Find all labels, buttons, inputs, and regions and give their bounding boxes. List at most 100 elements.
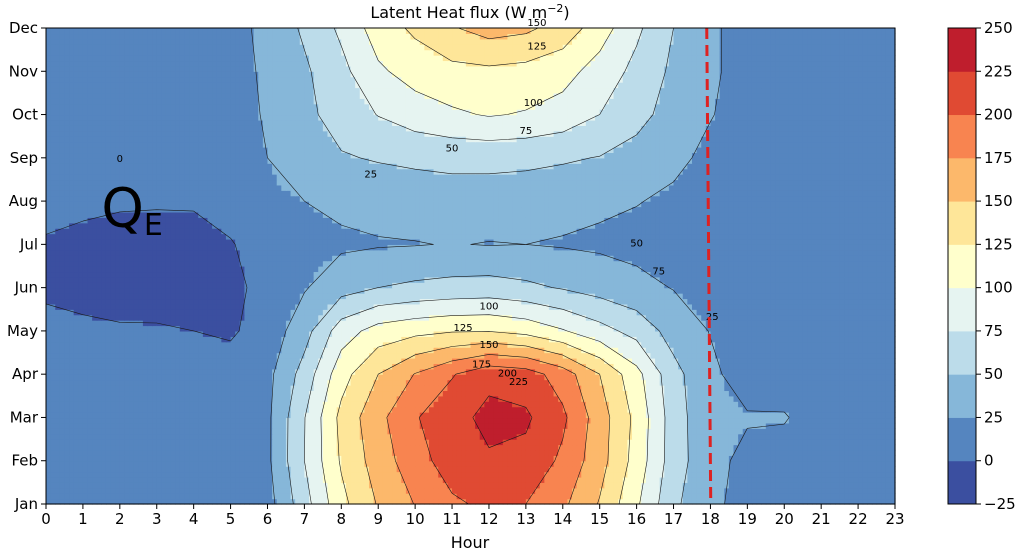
- contour-cell: [382, 374, 389, 381]
- contour-cell: [359, 476, 365, 483]
- contour-cell: [581, 444, 587, 451]
- contour-cell: [110, 385, 116, 392]
- contour-cell: [867, 444, 873, 451]
- contour-cell: [235, 336, 241, 343]
- contour-cell: [493, 401, 499, 408]
- contour-cell: [299, 374, 305, 381]
- contour-cell: [512, 406, 518, 413]
- contour-cell: [604, 412, 610, 419]
- contour-cell: [327, 428, 333, 435]
- contour-cell: [392, 401, 398, 408]
- contour-cell: [498, 498, 504, 505]
- contour-cell: [156, 341, 162, 348]
- contour-cell: [87, 428, 93, 435]
- contour-cell: [719, 487, 725, 494]
- contour-cell: [548, 401, 555, 408]
- contour-cell: [881, 385, 887, 392]
- contour-cell: [105, 439, 112, 446]
- contour-cell: [216, 482, 222, 489]
- contour-cell: [631, 433, 638, 440]
- contour-cell: [285, 352, 292, 359]
- contour-cell: [475, 487, 481, 494]
- contour-cell: [548, 439, 555, 446]
- contour-cell: [105, 357, 112, 364]
- contour-cell: [452, 493, 458, 500]
- contour-cell: [382, 412, 389, 419]
- contour-cell: [359, 395, 365, 402]
- contour-cell: [239, 455, 245, 462]
- contour-cell: [193, 460, 199, 467]
- contour-cell: [249, 466, 255, 473]
- contour-cell: [304, 412, 310, 419]
- contour-cell: [659, 428, 665, 435]
- contour-cell: [470, 390, 476, 397]
- contour-cell: [890, 493, 896, 500]
- contour-cell: [728, 412, 735, 419]
- contour-cell: [401, 412, 407, 419]
- contour-cell: [96, 476, 102, 483]
- contour-cell: [862, 412, 868, 419]
- contour-cell: [73, 412, 79, 419]
- contour-cell: [184, 466, 190, 473]
- contour-cell: [438, 466, 444, 473]
- contour-cell: [502, 379, 509, 386]
- contour-cell: [142, 368, 149, 375]
- contour-cell: [581, 433, 587, 440]
- contour-cell: [419, 374, 425, 381]
- contour-cell: [105, 352, 112, 359]
- contour-cell: [276, 385, 282, 392]
- contour-cell: [433, 460, 439, 467]
- contour-cell: [46, 433, 52, 440]
- contour-cell: [341, 347, 347, 354]
- contour-cell: [69, 412, 75, 419]
- contour-cell: [521, 449, 527, 456]
- contour-cell: [175, 498, 181, 505]
- contour-cell: [788, 390, 795, 397]
- contour-cell: [438, 444, 444, 451]
- contour-cell: [225, 412, 232, 419]
- contour-cell: [604, 417, 610, 424]
- contour-cell: [751, 482, 758, 489]
- contour-cell: [193, 487, 199, 494]
- contour-cell: [516, 493, 522, 500]
- contour-cell: [147, 374, 153, 381]
- contour-cell: [96, 466, 102, 473]
- contour-cell: [295, 439, 301, 446]
- contour-cell: [129, 439, 135, 446]
- contour-cell: [853, 460, 859, 467]
- contour-cell: [272, 374, 278, 381]
- contour-cell: [756, 444, 762, 451]
- contour-cell: [599, 417, 605, 424]
- contour-cell: [184, 385, 190, 392]
- contour-cell: [345, 433, 352, 440]
- contour-cell: [641, 417, 647, 424]
- contour-cell: [345, 476, 352, 483]
- contour-cell: [659, 466, 665, 473]
- contour-cell: [608, 455, 615, 462]
- contour-cell: [285, 487, 292, 494]
- contour-cell: [456, 417, 462, 424]
- contour-cell: [253, 385, 259, 392]
- contour-cell: [59, 357, 66, 364]
- contour-cell: [756, 412, 762, 419]
- contour-cell: [590, 433, 596, 440]
- contour-cell: [235, 493, 241, 500]
- contour-cell: [811, 498, 818, 505]
- contour-cell: [378, 417, 384, 424]
- contour-cell: [212, 476, 218, 483]
- contour-cell: [304, 357, 310, 364]
- contour-cell: [281, 379, 287, 386]
- contour-cell: [272, 493, 278, 500]
- contour-cell: [715, 444, 721, 451]
- contour-cell: [664, 439, 670, 446]
- contour-cell: [313, 385, 319, 392]
- contour-cell: [590, 471, 596, 478]
- contour-cell: [55, 428, 61, 435]
- contour-cell: [558, 449, 564, 456]
- contour-cell: [862, 476, 868, 483]
- contour-cell: [465, 455, 472, 462]
- contour-cell: [562, 460, 568, 467]
- contour-cell: [442, 406, 449, 413]
- contour-cell: [784, 439, 790, 446]
- contour-cell: [244, 357, 250, 364]
